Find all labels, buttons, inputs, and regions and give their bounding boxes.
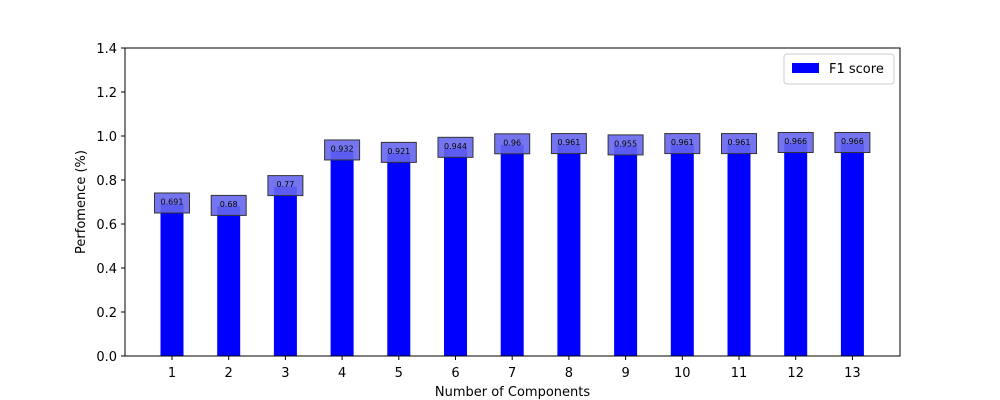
bar	[160, 203, 184, 356]
x-tick-label: 5	[395, 366, 403, 381]
data-label-box	[437, 136, 474, 158]
bar	[840, 143, 864, 356]
bar	[784, 143, 808, 356]
data-label-text: 0.955	[614, 139, 637, 148]
x-axis-label: Number of Components	[435, 385, 590, 400]
x-tick-label: 10	[674, 366, 691, 381]
legend-label: F1 score	[829, 62, 884, 77]
data-label-text: 0.932	[331, 144, 354, 153]
data-label-box	[267, 175, 304, 197]
data-label-text: 0.68	[220, 200, 238, 209]
legend-swatch	[792, 63, 819, 73]
data-label: 0.932	[324, 139, 361, 161]
data-label-text: 0.77	[276, 180, 294, 189]
bar	[614, 145, 638, 356]
y-axis: 0.0 0.2 0.4 0.6 0.8 1.0 1.2 1.4	[96, 42, 125, 365]
bar	[217, 206, 241, 356]
x-tick-label: 9	[621, 366, 629, 381]
x-tick-label: 1	[168, 366, 176, 381]
data-label-text: 0.961	[728, 138, 751, 147]
data-label: 0.966	[834, 131, 871, 153]
bar	[387, 153, 411, 356]
data-label-box	[550, 133, 587, 155]
data-label-text: 0.961	[557, 138, 580, 147]
y-tick-label: 0.0	[96, 350, 117, 365]
x-tick-label: 2	[225, 366, 233, 381]
data-label-box	[721, 133, 757, 155]
data-label-box	[210, 194, 247, 216]
legend-box	[783, 53, 895, 85]
x-tick-label: 3	[281, 366, 289, 381]
y-tick-label: 1.4	[96, 42, 117, 57]
bar	[670, 144, 694, 356]
data-label: 0.944	[437, 136, 474, 158]
value-labels-group: 0.691 0.68 0.77 0.932 0.921 0.944 0.96 0.961 0.9…	[154, 131, 871, 216]
bar	[500, 144, 524, 356]
data-label-box	[664, 133, 701, 155]
data-label: 0.77	[267, 175, 304, 197]
bar	[273, 186, 297, 356]
data-label-text: 0.96	[503, 138, 521, 147]
data-label: 0.961	[664, 133, 701, 155]
data-label-text: 0.966	[841, 137, 864, 146]
data-label: 0.96	[494, 133, 531, 155]
bar	[444, 148, 467, 356]
x-tick-label: 6	[451, 366, 459, 381]
data-label: 0.966	[777, 131, 814, 153]
data-label-text: 0.966	[784, 137, 807, 146]
data-label: 0.921	[380, 141, 417, 163]
bars-group	[160, 143, 864, 356]
data-label: 0.68	[210, 194, 247, 216]
data-label-box	[494, 133, 531, 155]
bar	[557, 144, 581, 356]
y-tick-label: 0.4	[96, 262, 117, 277]
data-label-box	[380, 141, 417, 163]
bar	[330, 150, 354, 356]
data-label-text: 0.921	[387, 147, 410, 156]
plot-frame	[124, 47, 901, 357]
data-label: 0.955	[607, 134, 644, 156]
y-tick-label: 0.6	[96, 218, 117, 233]
x-tick-label: 12	[787, 366, 804, 381]
data-label-box	[607, 134, 644, 156]
y-tick-label: 0.8	[96, 174, 117, 189]
data-label: 0.691	[154, 192, 190, 214]
x-tick-label: 8	[565, 366, 573, 381]
data-label: 0.961	[550, 133, 587, 155]
data-label-text: 0.944	[444, 142, 467, 151]
y-axis-label: Perfomence (%)	[74, 150, 89, 254]
bar	[727, 144, 751, 356]
x-tick-label: 4	[338, 366, 346, 381]
y-tick-label: 1.0	[96, 130, 117, 145]
x-tick-label: 7	[508, 366, 516, 381]
y-tick-label: 0.2	[96, 306, 117, 321]
data-label-box	[324, 139, 361, 161]
data-label-box	[154, 192, 190, 214]
data-label-box	[834, 131, 871, 153]
data-label: 0.961	[721, 133, 757, 155]
y-tick-label: 1.2	[96, 86, 117, 101]
data-label-text: 0.691	[161, 197, 184, 206]
x-tick-label: 11	[731, 366, 748, 381]
legend: F1 score	[783, 53, 895, 85]
x-axis: 1 2 3 4 5 6 7 8 9 10 11 12 13	[168, 356, 861, 381]
x-tick-label: 13	[844, 366, 861, 381]
data-label-text: 0.961	[671, 138, 694, 147]
data-label-box	[777, 131, 814, 153]
